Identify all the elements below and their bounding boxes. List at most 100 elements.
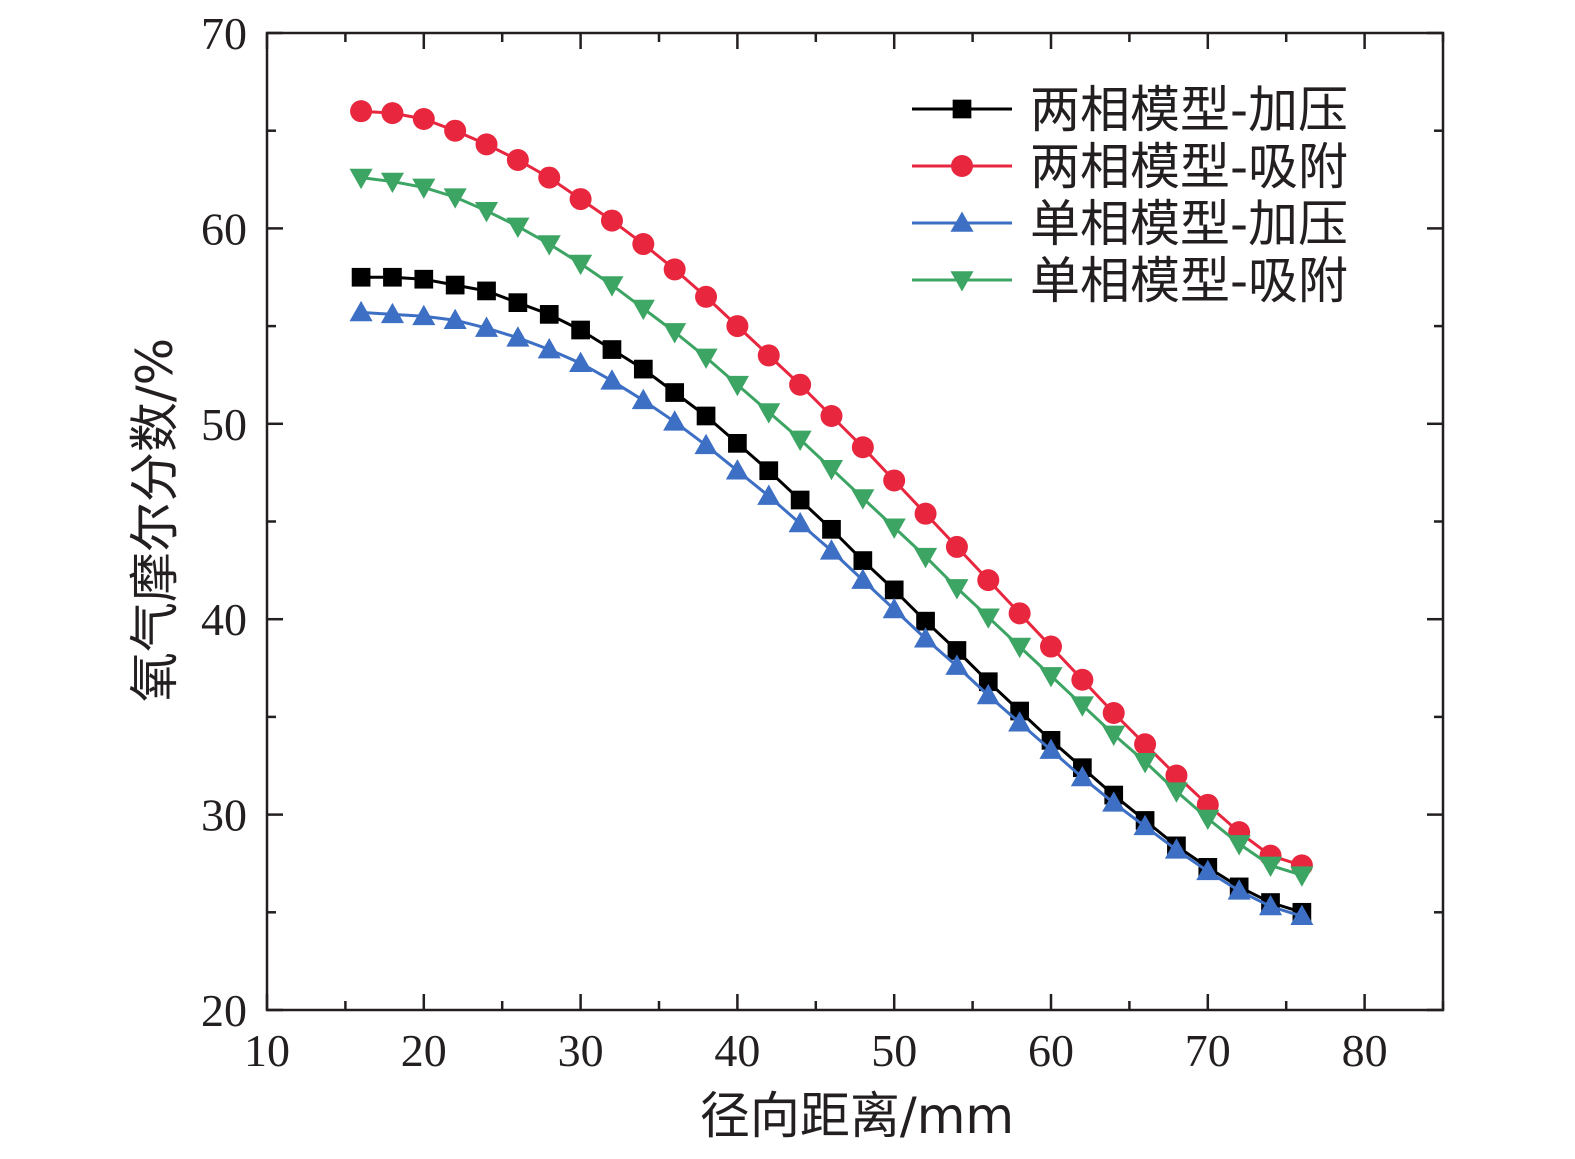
y-tick-label: 20 (201, 985, 247, 1036)
data-point (474, 316, 499, 337)
data-point (914, 627, 938, 648)
data-point (508, 293, 528, 313)
y-tick-label: 60 (201, 203, 247, 254)
data-point (631, 299, 655, 321)
data-point (788, 430, 812, 451)
data-point (1258, 856, 1283, 877)
legend-item-1: 两相模型-加压 (912, 81, 1348, 139)
data-point (725, 459, 749, 480)
x-tick-label: 80 (1342, 1025, 1388, 1076)
data-point (694, 433, 718, 455)
data-point (444, 119, 467, 142)
x-tick-label: 30 (558, 1025, 604, 1076)
data-point (1196, 809, 1220, 831)
data-point (477, 281, 496, 301)
data-point (695, 285, 718, 308)
data-point (1039, 667, 1063, 688)
series-layer (349, 100, 1314, 926)
data-point (725, 375, 749, 397)
data-point (976, 608, 1000, 629)
data-point (1133, 753, 1157, 774)
x-axis-title: 径向距离/mm (700, 1087, 1014, 1145)
legend-item-2: 两相模型-吸附 (912, 138, 1348, 196)
data-point (822, 519, 841, 539)
legend-label: 两相模型-吸附 (1030, 138, 1348, 196)
data-point (538, 166, 561, 189)
data-point (569, 351, 593, 373)
data-point (602, 340, 622, 359)
x-tick-label: 10 (244, 1025, 290, 1076)
y-tick-label: 50 (201, 399, 247, 450)
data-point (380, 172, 404, 194)
data-point (1040, 635, 1062, 658)
data-point (443, 188, 467, 209)
data-point (381, 102, 404, 125)
data-point (1227, 879, 1251, 900)
data-point (757, 484, 781, 505)
data-point (1070, 765, 1094, 787)
data-point (383, 267, 402, 287)
data-point (1290, 866, 1314, 887)
data-point (412, 107, 435, 130)
x-tick-label: 40 (714, 1025, 760, 1076)
data-point (539, 305, 559, 324)
data-point (445, 275, 465, 295)
data-point (412, 304, 436, 326)
data-point (1039, 738, 1063, 759)
data-point (950, 211, 974, 232)
data-point (883, 469, 906, 492)
data-point (916, 611, 935, 631)
data-point (569, 254, 593, 276)
data-point (851, 568, 875, 589)
data-point (947, 641, 967, 660)
data-point (474, 202, 499, 223)
data-point (1227, 835, 1251, 856)
data-point (380, 302, 404, 324)
data-point (506, 149, 529, 172)
data-point (819, 539, 844, 560)
data-point (757, 403, 781, 424)
data-point (349, 300, 373, 322)
data-point (1102, 725, 1126, 747)
data-point (853, 551, 873, 570)
data-point (790, 490, 810, 510)
data-point (726, 315, 749, 338)
data-point (350, 100, 373, 123)
data-point (600, 276, 624, 297)
data-point (569, 188, 592, 211)
data-point (537, 235, 561, 256)
data-point (1008, 602, 1031, 625)
data-point (631, 388, 655, 410)
data-point (663, 410, 687, 431)
data-point (663, 258, 686, 281)
data-point (945, 654, 969, 675)
legend-item-3: 单相模型-加压 (912, 195, 1348, 253)
data-point (951, 155, 973, 177)
data-point (977, 569, 1000, 592)
data-point (759, 461, 779, 481)
data-point (600, 209, 623, 232)
x-tick-label: 50 (871, 1025, 917, 1076)
data-point (851, 436, 874, 459)
data-point (351, 267, 371, 287)
data-point (945, 579, 969, 600)
data-point (1290, 904, 1314, 926)
data-point (412, 178, 436, 199)
data-point (882, 597, 906, 619)
data-point (1071, 668, 1094, 691)
data-point (571, 320, 590, 340)
data-point (788, 511, 812, 533)
series-line (361, 275, 1303, 914)
y-tick-label: 70 (201, 8, 247, 59)
data-point (950, 271, 974, 292)
series-4 (349, 168, 1314, 887)
data-point (632, 233, 655, 256)
x-tick-label: 60 (1028, 1025, 1074, 1076)
data-point (851, 489, 875, 510)
data-point (600, 369, 624, 390)
data-point (1164, 838, 1188, 859)
data-point (633, 359, 653, 379)
data-point (475, 133, 498, 156)
